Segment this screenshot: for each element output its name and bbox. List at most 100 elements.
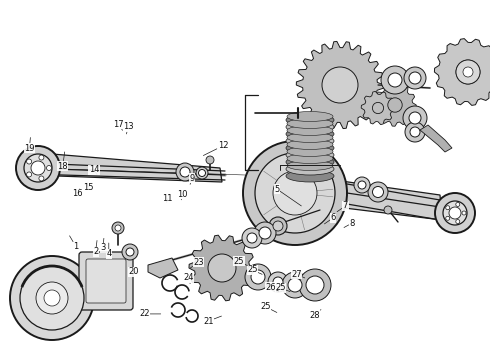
Circle shape [409,72,421,84]
Text: 13: 13 [123,122,134,134]
Text: 16: 16 [72,189,83,198]
Circle shape [24,154,52,182]
Ellipse shape [287,126,333,135]
Circle shape [456,60,480,84]
Circle shape [39,155,44,160]
Circle shape [122,244,138,260]
Ellipse shape [286,170,334,182]
Circle shape [255,153,335,233]
Circle shape [388,73,402,87]
Circle shape [176,163,194,181]
Text: 7: 7 [337,201,348,212]
Circle shape [384,206,392,214]
Ellipse shape [286,114,334,126]
Circle shape [410,127,420,137]
Circle shape [358,181,366,189]
Circle shape [242,228,262,248]
Circle shape [288,278,302,292]
Ellipse shape [286,121,334,133]
Circle shape [39,176,44,181]
Circle shape [456,202,460,206]
Circle shape [254,222,276,244]
Text: 3: 3 [100,238,105,252]
Text: 19: 19 [24,138,35,153]
Circle shape [269,217,287,235]
Text: 10: 10 [177,190,188,200]
Text: 4: 4 [106,243,111,258]
Circle shape [273,171,317,215]
Text: 28: 28 [309,310,321,320]
Ellipse shape [287,139,333,149]
Circle shape [403,106,427,130]
Text: 11: 11 [162,194,173,203]
Circle shape [26,159,31,164]
Text: 14: 14 [89,165,99,175]
Circle shape [368,182,388,202]
Circle shape [115,225,121,231]
Circle shape [443,201,467,225]
Ellipse shape [286,149,334,161]
Circle shape [388,98,402,112]
Ellipse shape [286,128,334,140]
Polygon shape [28,152,222,182]
Ellipse shape [287,132,333,143]
Polygon shape [374,84,416,126]
Circle shape [456,220,460,224]
Text: 27: 27 [291,270,305,279]
Text: 25: 25 [275,284,290,292]
Circle shape [372,186,384,198]
Circle shape [206,156,214,164]
Circle shape [208,254,236,282]
Text: 26: 26 [265,283,278,292]
Circle shape [245,264,271,290]
Text: 12: 12 [203,141,228,156]
Circle shape [372,102,384,114]
Circle shape [409,112,421,124]
Text: 21: 21 [203,316,221,325]
Circle shape [282,272,308,298]
Circle shape [273,277,283,287]
Circle shape [446,206,450,210]
Ellipse shape [286,135,334,147]
Ellipse shape [287,153,333,163]
Circle shape [36,282,68,314]
Circle shape [456,60,480,84]
Circle shape [47,166,51,171]
Polygon shape [148,258,178,278]
Circle shape [26,172,31,177]
Circle shape [268,272,288,292]
Circle shape [112,222,124,234]
Ellipse shape [287,118,333,129]
Circle shape [259,227,271,239]
Text: 22: 22 [139,310,161,319]
Text: 25: 25 [234,256,247,266]
Circle shape [322,67,358,103]
Circle shape [449,207,461,219]
Polygon shape [296,41,384,129]
Polygon shape [320,178,442,220]
Text: 24: 24 [183,274,194,284]
Text: 8: 8 [344,219,354,228]
Polygon shape [189,235,255,301]
Circle shape [299,269,331,301]
Circle shape [180,167,190,177]
Circle shape [20,266,84,330]
Circle shape [243,141,347,245]
Text: 18: 18 [57,152,68,171]
Circle shape [306,276,324,294]
Circle shape [404,67,426,89]
Ellipse shape [286,142,334,154]
Circle shape [198,170,205,176]
Polygon shape [435,39,490,105]
Circle shape [325,70,355,100]
Text: 6: 6 [324,213,336,224]
Ellipse shape [286,163,334,175]
Circle shape [381,66,409,94]
Text: 20: 20 [128,267,139,276]
Text: 2: 2 [93,240,98,256]
Polygon shape [361,91,395,125]
Circle shape [273,221,283,231]
Circle shape [463,67,473,77]
FancyBboxPatch shape [86,259,126,303]
Circle shape [251,270,265,284]
